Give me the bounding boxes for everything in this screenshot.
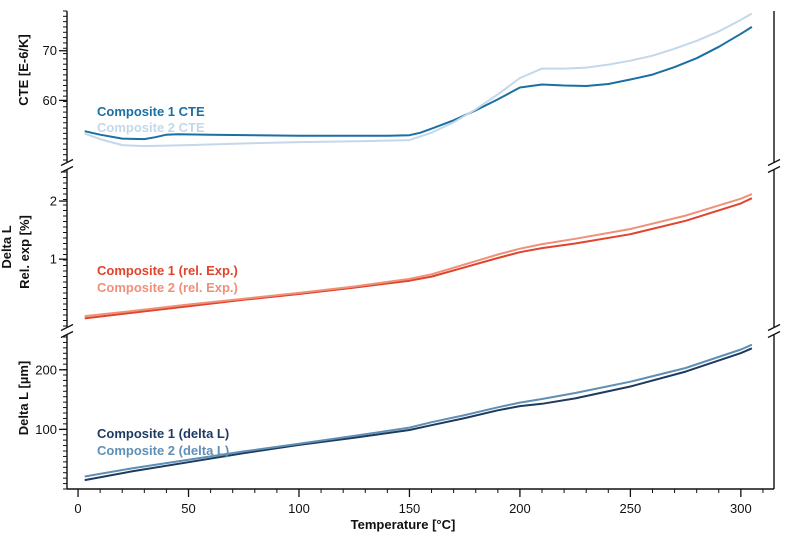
legend-composite-2-cte: Composite 2 CTE: [97, 120, 205, 135]
cte-y-tick-label: 60: [43, 93, 57, 108]
x-tick-label: 200: [509, 501, 531, 516]
delta_l-series-2-line: [84, 343, 753, 478]
rel_exp-series-2-line: [84, 193, 753, 318]
axis-break-mark: [60, 165, 74, 174]
delta-l-label: Delta L: [0, 225, 14, 268]
legend-composite-2-rel-exp: Composite 2 (rel. Exp.): [97, 280, 238, 295]
rel_exp-y-tick-label: 1: [50, 252, 57, 267]
x-tick-label: 150: [399, 501, 421, 516]
axis-break-mark: [60, 330, 74, 339]
cte-series-1-line: [84, 26, 753, 141]
axis-break-mark: [767, 165, 781, 174]
delta_l-y-tick-label: 100: [35, 422, 57, 437]
axis-break-mark: [60, 158, 74, 167]
axis-break-mark: [767, 158, 781, 167]
x-tick-label: 250: [620, 501, 642, 516]
x-tick-label: 0: [74, 501, 81, 516]
cte-y-tick-label: 70: [43, 43, 57, 58]
legend-composite-1-rel-exp: Composite 1 (rel. Exp.): [97, 263, 238, 278]
axis-break-mark: [60, 323, 74, 332]
x-tick-label: 300: [730, 501, 752, 516]
rel_exp-series-1-line: [84, 197, 753, 320]
x-tick-label: 100: [288, 501, 310, 516]
legend-composite-2-delta-l: Composite 2 (delta L): [97, 443, 229, 458]
rel-exp-y-axis-title: Rel. exp [%]: [17, 215, 32, 289]
x-tick-label: 50: [181, 501, 195, 516]
delta_l-y-tick-label: 200: [35, 362, 57, 377]
cte-series-2-line: [84, 12, 753, 148]
delta_l-series-1-line: [84, 347, 753, 482]
delta-l-y-axis-title: Delta L [µm]: [16, 361, 31, 435]
legend-composite-1-delta-l: Composite 1 (delta L): [97, 426, 229, 441]
x-axis-title: Temperature [°C]: [351, 517, 456, 532]
axis-break-mark: [767, 323, 781, 332]
legend-composite-1-cte: Composite 1 CTE: [97, 104, 205, 119]
cte-y-axis-title: CTE [E-6/K]: [16, 34, 31, 106]
axis-break-mark: [767, 330, 781, 339]
rel_exp-y-tick-label: 2: [50, 194, 57, 209]
